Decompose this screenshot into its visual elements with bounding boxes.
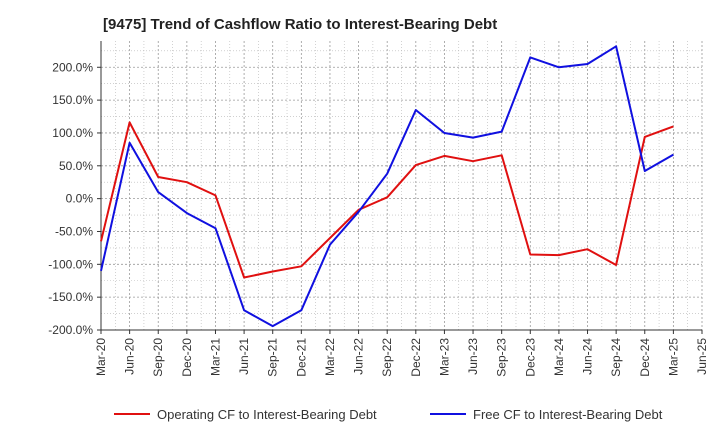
y-tick-label: 50.0% [59,159,93,173]
x-tick-label: Sep-21 [266,338,280,377]
legend-label-2: Free CF to Interest-Bearing Debt [473,407,663,422]
x-tick-label: Dec-21 [294,338,308,377]
y-tick-label: 0.0% [66,192,94,206]
x-tick-label: Mar-25 [666,338,680,376]
x-tick-label: Mar-22 [323,338,337,376]
x-tick-label: Mar-20 [94,338,108,376]
chart-title: [9475] Trend of Cashflow Ratio to Intere… [103,16,498,33]
x-tick-label: Jun-25 [695,338,709,375]
x-tick-label: Sep-20 [151,338,165,377]
x-tick-label: Jun-24 [581,338,595,375]
x-tick-label: Dec-22 [409,338,423,377]
x-tick-label: Jun-21 [237,338,251,375]
x-tick-label: Mar-23 [437,338,451,376]
y-tick-label: 100.0% [52,126,93,140]
x-tick-label: Sep-23 [495,338,509,377]
x-tick-label: Sep-24 [609,338,623,377]
y-tick-label: -100.0% [48,257,93,271]
x-tick-label: Sep-22 [380,338,394,377]
x-tick-label: Dec-20 [180,338,194,377]
x-tick-label: Jun-22 [352,338,366,375]
legend-label-1: Operating CF to Interest-Bearing Debt [157,407,377,422]
y-tick-label: -150.0% [48,290,93,304]
x-tick-label: Mar-21 [208,338,222,376]
x-tick-label: Dec-24 [638,338,652,377]
series-line-2 [100,45,674,328]
y-tick-label: -200.0% [48,323,93,337]
y-tick-label: 200.0% [52,60,93,74]
series-line-1 [100,121,674,279]
y-tick-label: 150.0% [52,93,93,107]
x-tick-label: Dec-23 [523,338,537,377]
y-tick-label: -50.0% [55,224,93,238]
x-tick-label: Jun-23 [466,338,480,375]
x-tick-label: Mar-24 [552,338,566,376]
x-tick-label: Jun-20 [123,338,137,375]
